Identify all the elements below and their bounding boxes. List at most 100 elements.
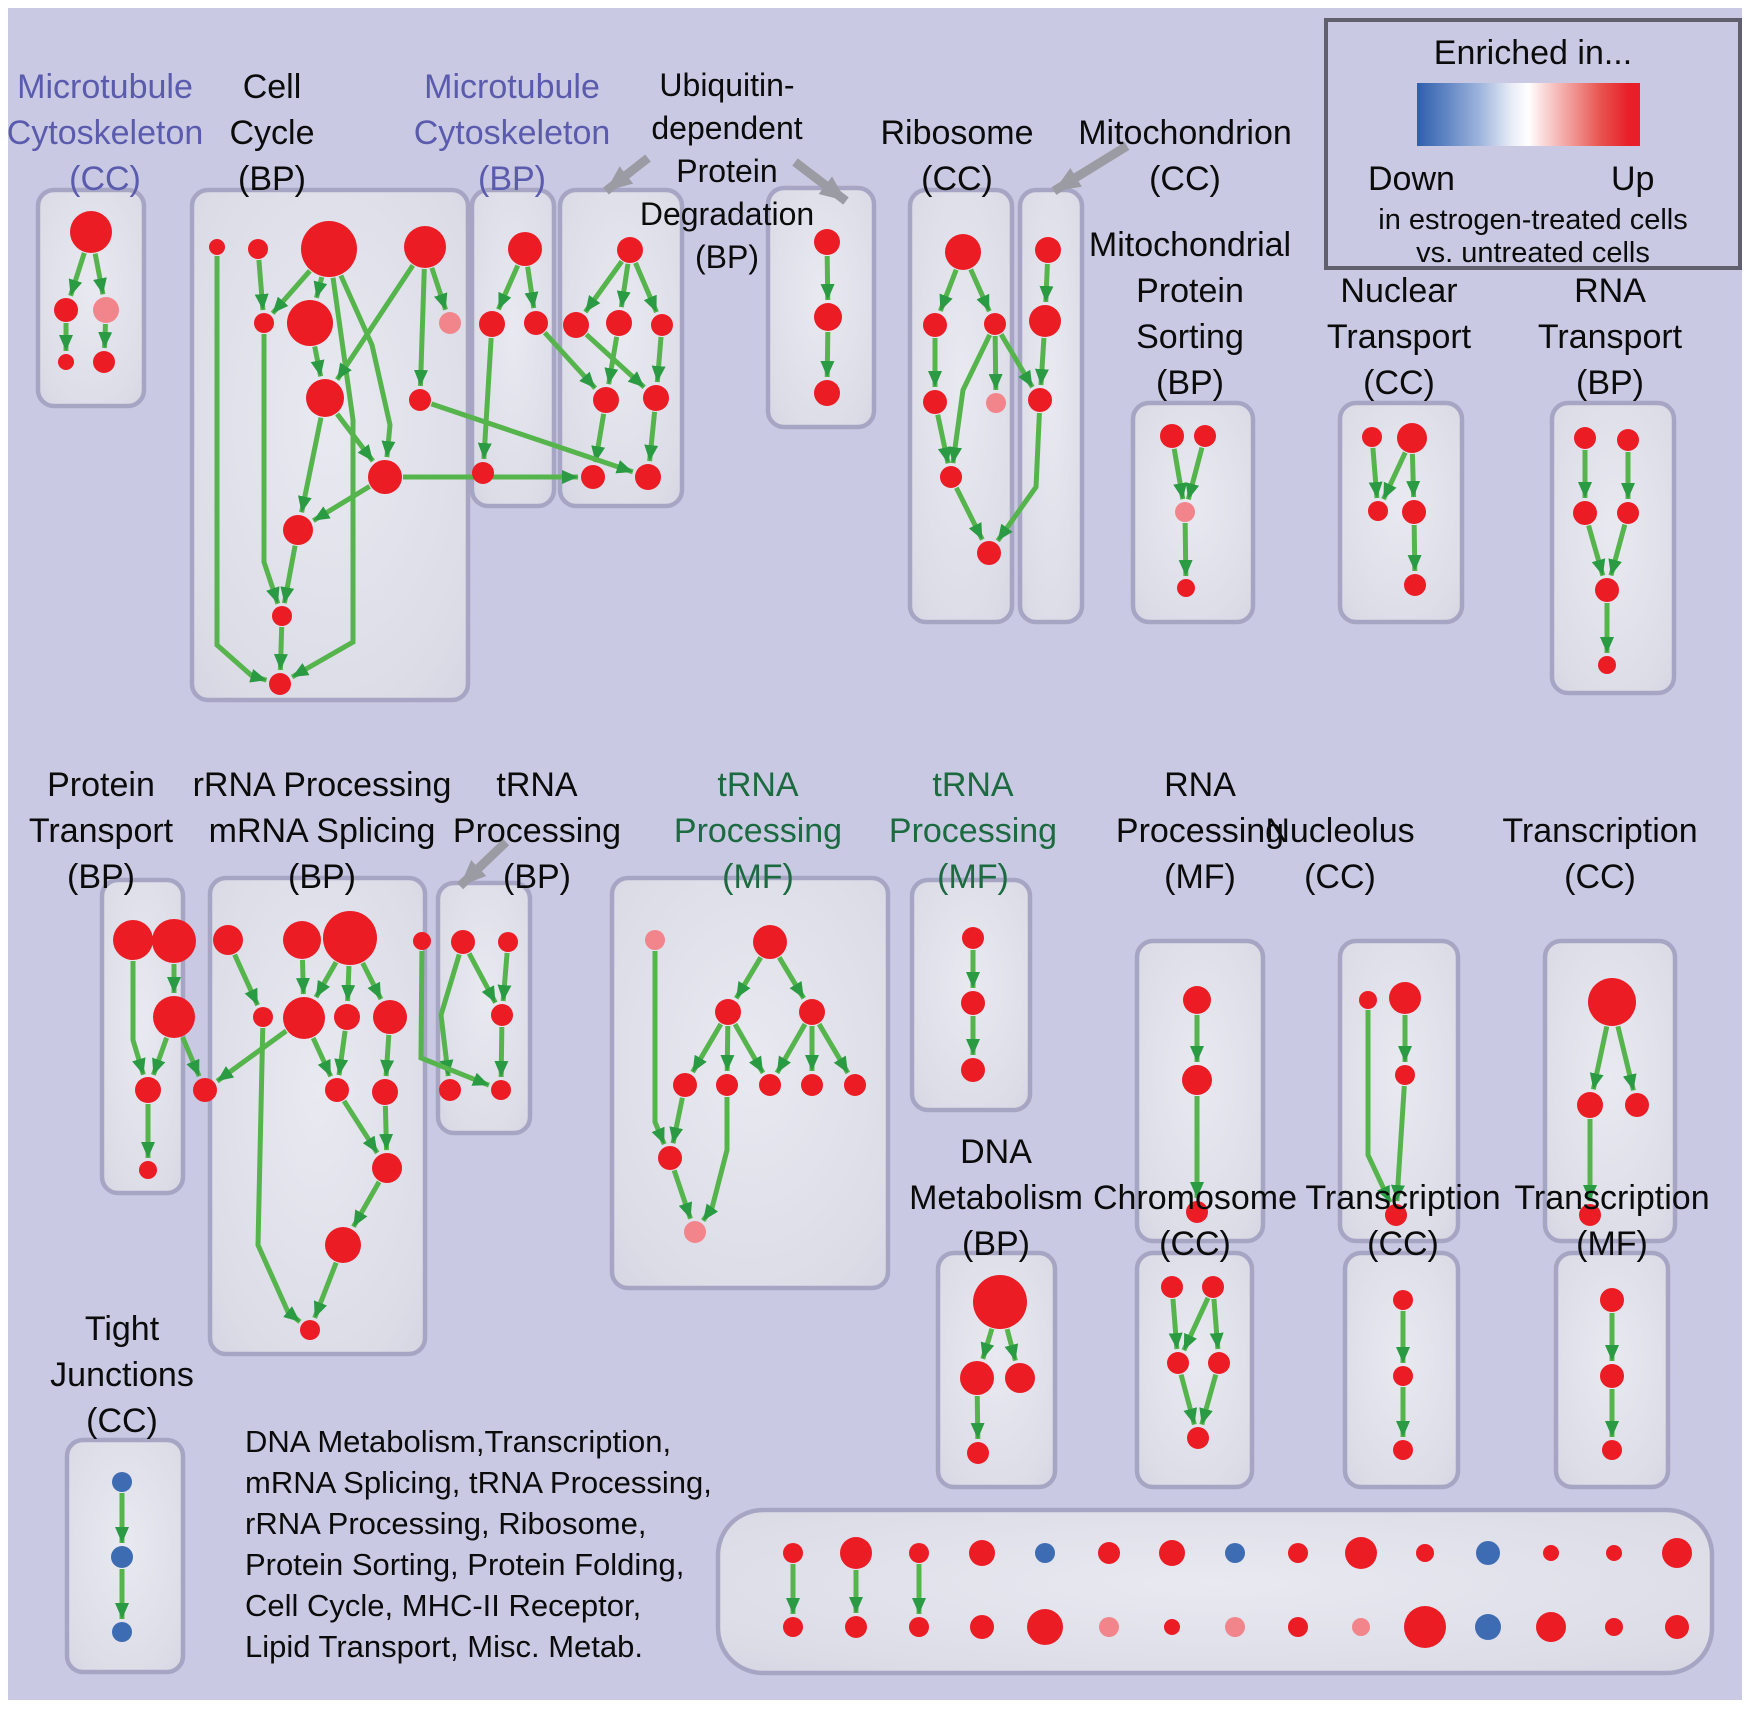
- cluster-label-transcription-cc-2: Transcription (CC): [1305, 1179, 1501, 1263]
- go-term-node: [300, 1320, 320, 1340]
- go-term-node: [783, 1617, 803, 1637]
- go-term-node: [1362, 427, 1382, 447]
- edge: [732, 1022, 766, 1075]
- edge: [360, 961, 384, 1001]
- cluster-label-mito-sort: Mitochondrial Protein Sorting (BP): [1088, 226, 1292, 402]
- edge: [604, 336, 620, 385]
- cluster-label-protein-transport: Protein Transport (BP): [28, 766, 174, 896]
- edge: [1171, 448, 1188, 500]
- edge: [701, 1097, 730, 1223]
- edge: [290, 277, 356, 680]
- callout-arrow: [1051, 142, 1130, 195]
- go-term-node: [372, 1079, 398, 1105]
- go-term-node: [498, 932, 518, 952]
- go-term-node: [439, 1079, 461, 1101]
- edge: [1199, 1373, 1219, 1426]
- edge: [998, 333, 1035, 389]
- go-term-node: [1225, 1617, 1245, 1637]
- go-term-node: [969, 1540, 995, 1566]
- go-term-node: [1617, 429, 1639, 451]
- go-term-node: [491, 1004, 513, 1026]
- edge: [341, 965, 356, 1002]
- edge: [1586, 524, 1606, 577]
- go-term-node: [1194, 425, 1216, 447]
- edge: [1185, 446, 1205, 501]
- go-term-node: [193, 1078, 217, 1102]
- cluster-label-rrna-mrna: rRNA Processing mRNA Splicing (BP): [192, 766, 452, 896]
- edge: [413, 268, 428, 387]
- go-term-node: [491, 1080, 511, 1100]
- go-term-node: [1208, 1352, 1230, 1374]
- go-term-node: [213, 925, 243, 955]
- go-term-node: [801, 1074, 823, 1096]
- edge: [68, 252, 87, 297]
- edge: [774, 1022, 808, 1075]
- go-term-node: [209, 239, 225, 255]
- edge: [215, 1028, 288, 1084]
- go-term-node: [973, 1275, 1027, 1329]
- go-term-node: [984, 313, 1006, 335]
- go-term-node: [814, 380, 840, 406]
- go-term-node: [58, 354, 74, 370]
- cluster-label-transcription-cc-1: Transcription (CC): [1502, 812, 1698, 896]
- go-term-node: [1595, 578, 1619, 602]
- edge: [820, 331, 835, 378]
- edge: [995, 412, 1042, 543]
- edge: [1365, 1010, 1393, 1204]
- go-term-node: [716, 1074, 738, 1096]
- edge: [297, 417, 324, 513]
- go-term-node: [844, 1074, 866, 1096]
- go-term-node: [451, 930, 475, 954]
- go-term-node: [962, 927, 984, 949]
- cluster-label-mt-bp: Microtubule Cytoskeleton (BP): [413, 68, 611, 198]
- legend-title: Enriched in...: [1433, 34, 1633, 72]
- go-term-node: [753, 925, 787, 959]
- go-term-node: [1662, 1538, 1692, 1568]
- go-term-node: [111, 1546, 133, 1568]
- go-term-node: [1574, 427, 1596, 449]
- cluster-label-mitochondrion: Mitochondrion (CC): [1078, 114, 1292, 198]
- misc-clusters-text: DNA Metabolism,Transcription, mRNA Splic…: [245, 1424, 712, 1664]
- go-term-node: [970, 1615, 994, 1639]
- go-term-node: [1625, 1093, 1649, 1117]
- go-term-node: [283, 921, 321, 959]
- edge: [734, 956, 763, 1000]
- callout-arrow: [792, 158, 849, 205]
- edge: [98, 323, 113, 349]
- edge: [1406, 453, 1421, 498]
- go-term-node: [1167, 1352, 1189, 1374]
- cluster-label-cell-cycle: Cell Cycle (BP): [229, 68, 315, 198]
- go-term-node: [54, 298, 78, 322]
- go-term-node: [1579, 1204, 1601, 1226]
- go-term-node: [139, 1161, 157, 1179]
- edge: [130, 961, 146, 1076]
- go-term-node: [283, 515, 313, 545]
- edge: [261, 334, 281, 605]
- cluster-box-nuclear-transport: [1337, 400, 1465, 625]
- go-term-node: [93, 351, 115, 373]
- go-term-node: [323, 911, 377, 965]
- edge: [338, 274, 396, 458]
- cluster-label-rna-processing-mf: RNA Processing (MF): [1115, 766, 1285, 896]
- edge: [948, 333, 993, 464]
- go-term-node: [272, 606, 292, 626]
- go-term-node: [1404, 1606, 1446, 1648]
- edge: [1390, 1085, 1407, 1202]
- go-term-node: [404, 226, 446, 268]
- go-term-node: [1182, 1065, 1212, 1095]
- edge: [820, 255, 835, 301]
- cluster-label-trna-mf-1: tRNA Processing (MF): [673, 766, 843, 896]
- go-term-node: [1368, 501, 1388, 521]
- legend-caption-line2: vs. untreated cells: [1416, 237, 1650, 269]
- edge: [988, 335, 1003, 391]
- go-term-node: [1588, 978, 1636, 1026]
- edge: [496, 264, 521, 311]
- edge: [1209, 1298, 1224, 1350]
- edge: [438, 953, 462, 1077]
- go-term-node: [325, 1227, 361, 1263]
- go-term-node: [112, 1622, 132, 1642]
- go-term-node: [635, 464, 661, 490]
- go-term-node: [1288, 1543, 1308, 1563]
- cluster-box-transcription-cc-1: [1542, 938, 1678, 1244]
- go-term-node: [759, 1074, 781, 1096]
